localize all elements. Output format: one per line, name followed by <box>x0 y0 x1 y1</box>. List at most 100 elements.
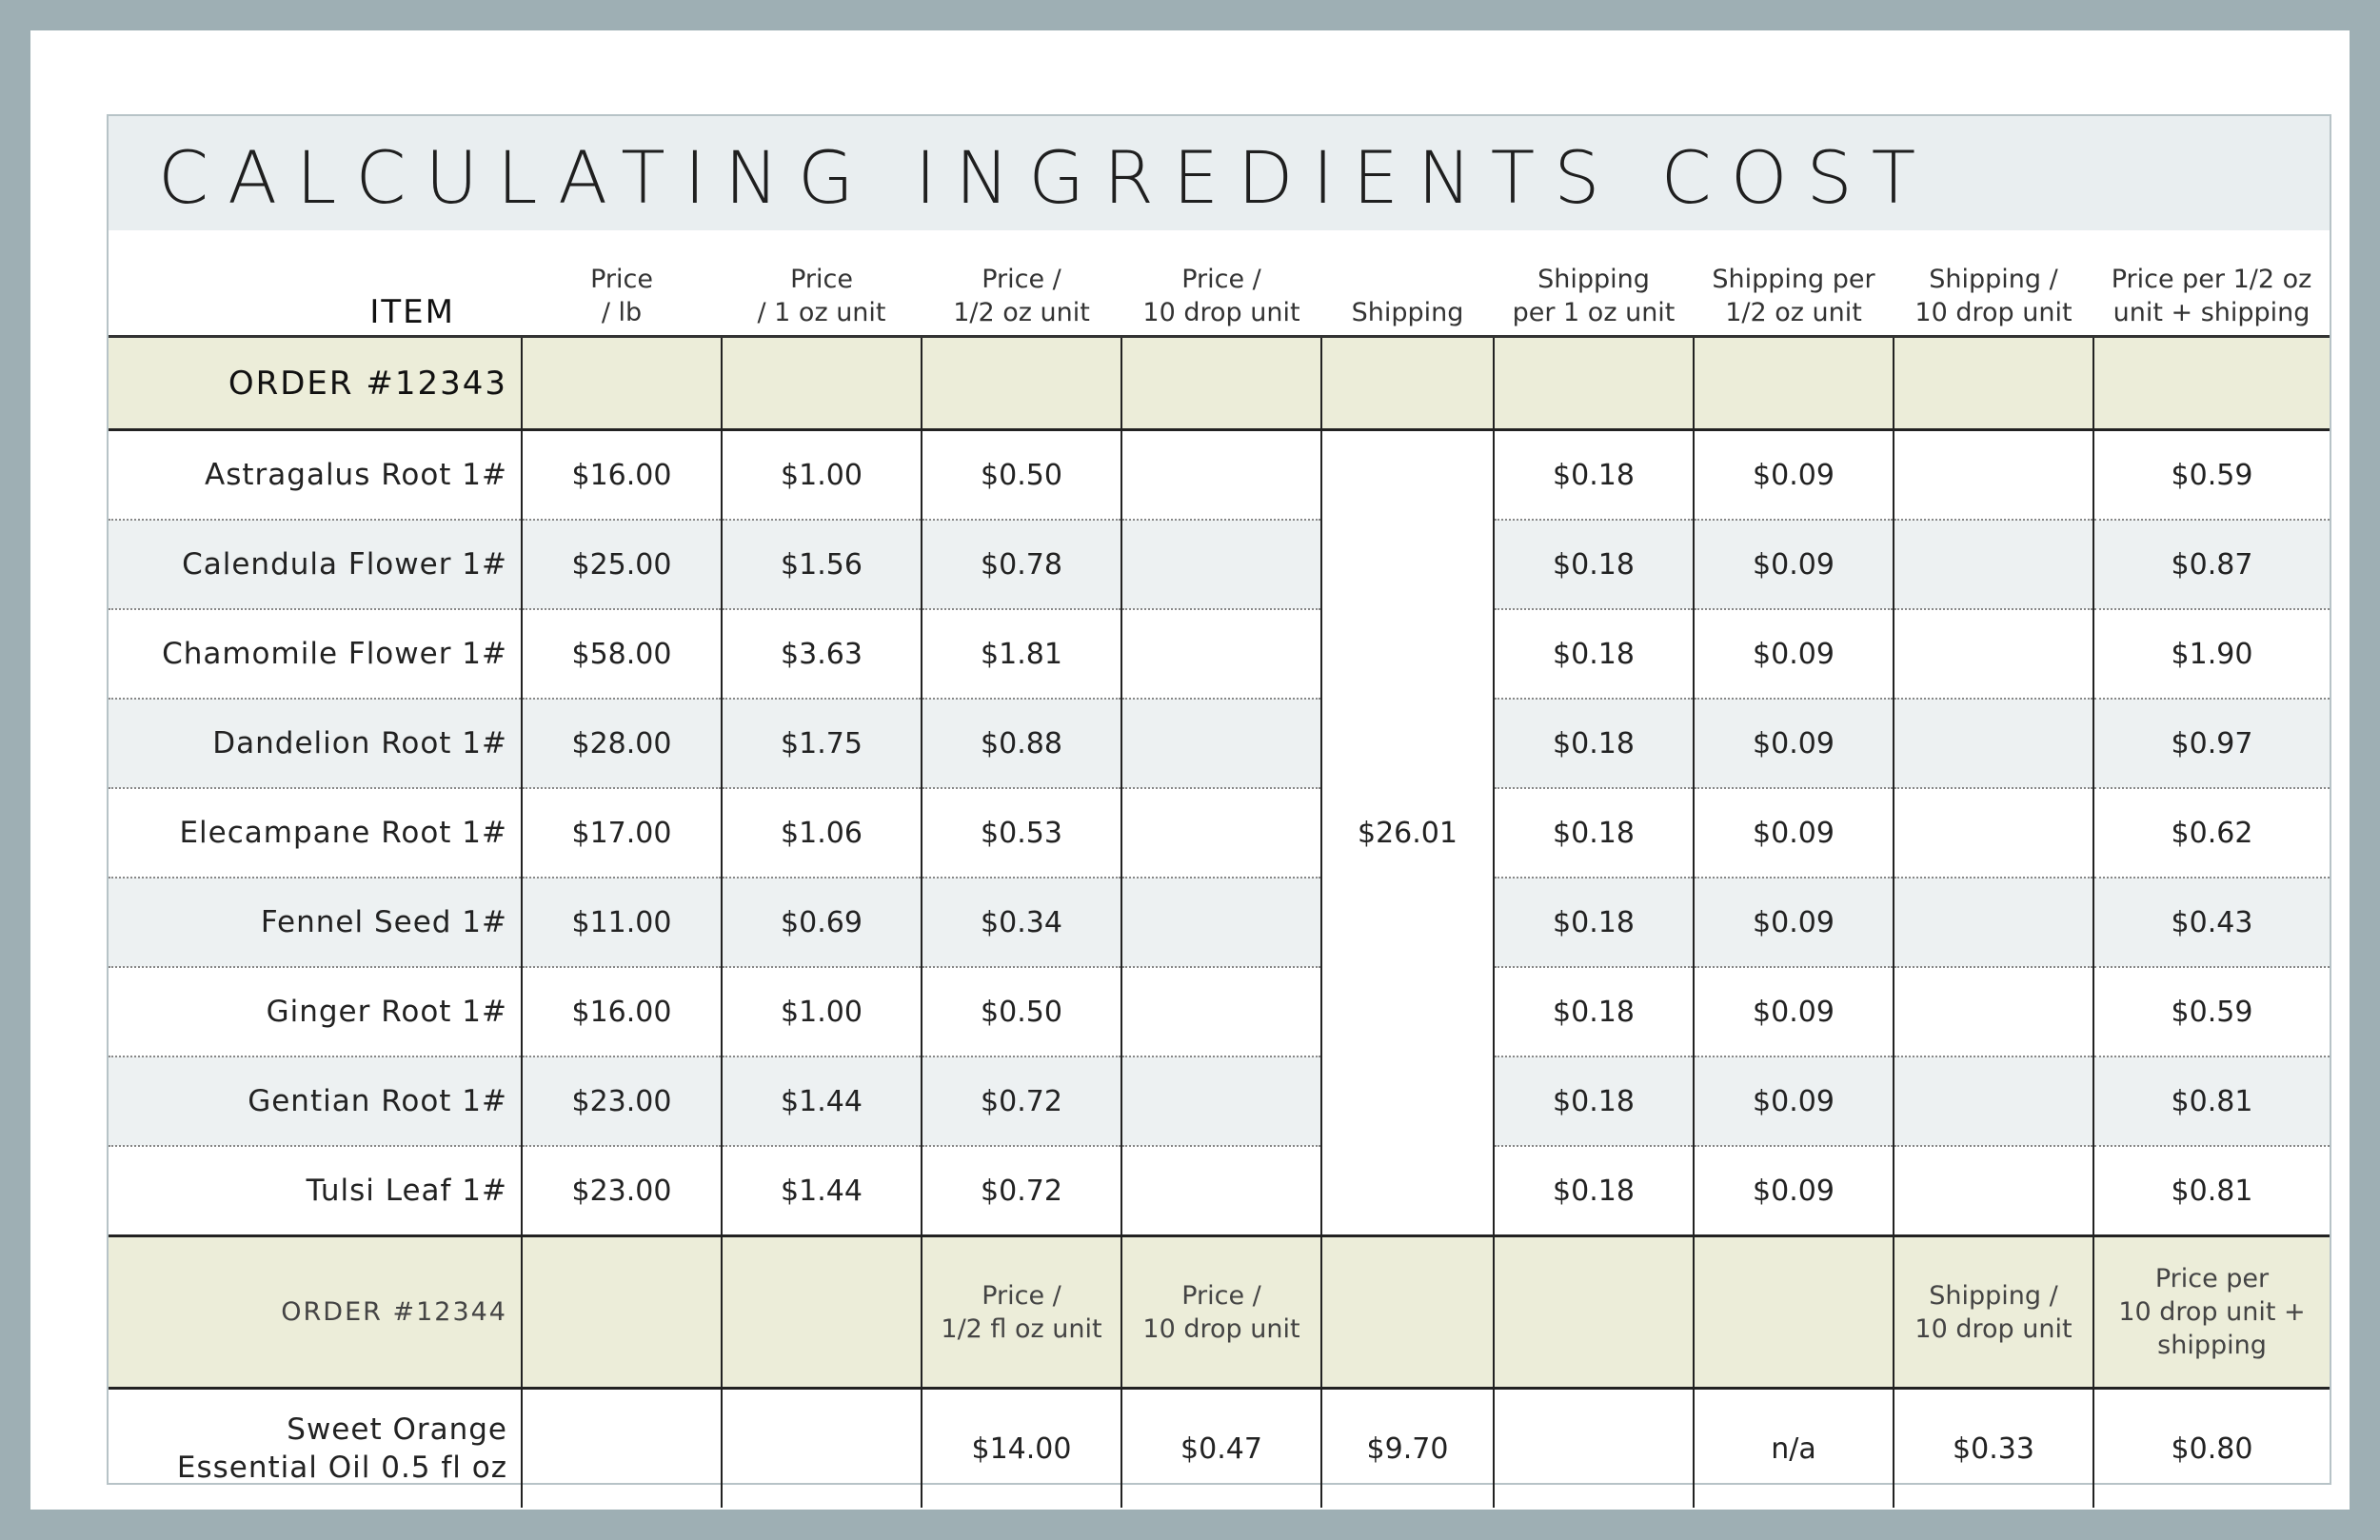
price-oz <box>721 1388 922 1508</box>
column-header-shipping-oz: Shipping per 1 oz unit <box>1494 230 1694 338</box>
price-lb: $11.00 <box>521 878 723 968</box>
price-oz: $1.06 <box>721 788 922 879</box>
page-title: CALCULATING INGREDIENTS COST <box>158 135 1935 220</box>
price-oz: $3.63 <box>721 609 922 700</box>
item-name: Fennel Seed 1# <box>109 878 523 968</box>
column-header-total: Price per 1/2 oz unit + shipping <box>2093 230 2330 338</box>
order-label: ORDER #12343 <box>109 336 523 431</box>
price-10-drop: $0.47 <box>1121 1388 1322 1508</box>
subheader-total-10-drop: Price per 10 drop unit + shipping <box>2092 1235 2330 1390</box>
price-half-oz: $0.34 <box>921 878 1122 968</box>
subheader-price-10-drop: Price /10 drop unit <box>1121 1235 1322 1390</box>
shipping-half-oz: $0.09 <box>1693 1146 1894 1237</box>
item-name: Dandelion Root 1# <box>109 699 523 789</box>
item-name: Tulsi Leaf 1# <box>109 1146 523 1237</box>
price-oz: $1.44 <box>721 1146 922 1237</box>
shipping-10-drop <box>1893 1056 2094 1147</box>
item-name: Elecampane Root 1# <box>109 788 523 879</box>
table-row: Tulsi Leaf 1# $23.00 $1.44 $0.72 $0.18 $… <box>109 1146 2330 1237</box>
total-price: $0.59 <box>2092 429 2330 521</box>
shipping-oz: $0.18 <box>1493 699 1695 789</box>
shipping-oz: $0.18 <box>1493 878 1695 968</box>
shipping-oz: $0.18 <box>1493 1056 1695 1147</box>
price-half-oz: $0.78 <box>921 520 1122 610</box>
table-row: Dandelion Root 1# $28.00 $1.75 $0.88 $0.… <box>109 699 2330 789</box>
price-oz: $1.75 <box>721 699 922 789</box>
shipping-half-oz: $0.09 <box>1693 1056 1894 1147</box>
header-row: ITEM Price / lb Price/ 1 oz unit Price /1… <box>109 230 2330 338</box>
item-name: Calendula Flower 1# <box>109 520 523 610</box>
shipping-oz <box>1493 1388 1695 1508</box>
shipping-half-oz: $0.09 <box>1693 429 1894 521</box>
order-row-12344: ORDER #12344 Price /1/2 fl oz unit Price… <box>109 1235 2330 1390</box>
price-10-drop <box>1121 609 1322 700</box>
price-10-drop <box>1121 520 1322 610</box>
column-header-shipping-10-drop: Shipping /10 drop unit <box>1894 230 2093 338</box>
price-half-oz: $0.53 <box>921 788 1122 879</box>
price-oz: $1.56 <box>721 520 922 610</box>
price-lb: $58.00 <box>521 609 723 700</box>
price-10-drop <box>1121 878 1322 968</box>
price-lb: $25.00 <box>521 520 723 610</box>
shipping-10-drop <box>1893 967 2094 1057</box>
column-header-price-oz: Price/ 1 oz unit <box>722 230 922 338</box>
shipping-oz: $0.18 <box>1493 520 1695 610</box>
price-half-oz: $0.50 <box>921 967 1122 1057</box>
shipping-half-oz: n/a <box>1693 1388 1894 1508</box>
table-row: Calendula Flower 1# $25.00 $1.56 $0.78 $… <box>109 520 2330 610</box>
shipping: $9.70 <box>1320 1388 1495 1508</box>
price-lb: $23.00 <box>521 1056 723 1147</box>
item-name: Gentian Root 1# <box>109 1056 523 1147</box>
price-half-oz: $0.72 <box>921 1146 1122 1237</box>
table-row: Astragalus Root 1# $16.00 $1.00 $0.50 $2… <box>109 429 2330 1237</box>
column-header-shipping-half-oz: Shipping per 1/2 oz unit <box>1694 230 1894 338</box>
shipping-half-oz: $0.09 <box>1693 699 1894 789</box>
price-lb <box>521 1388 723 1508</box>
shipping-total: $26.01 <box>1320 429 1495 1237</box>
price-oz: $1.00 <box>721 429 922 521</box>
price-10-drop <box>1121 788 1322 879</box>
price-lb: $28.00 <box>521 699 723 789</box>
price-10-drop <box>1121 1056 1322 1147</box>
price-half-oz: $0.50 <box>921 429 1122 521</box>
shipping-oz: $0.18 <box>1493 429 1695 521</box>
price-10-drop <box>1121 1146 1322 1237</box>
price-lb: $17.00 <box>521 788 723 879</box>
shipping-half-oz: $0.09 <box>1693 788 1894 879</box>
shipping-half-oz: $0.09 <box>1693 609 1894 700</box>
price-oz: $1.44 <box>721 1056 922 1147</box>
column-header-price-lb: Price / lb <box>522 230 722 338</box>
column-header-price-10-drop: Price /10 drop unit <box>1121 230 1321 338</box>
price-10-drop <box>1121 429 1322 521</box>
table-row: Fennel Seed 1# $11.00 $0.69 $0.34 $0.18 … <box>109 878 2330 968</box>
price-oz: $0.69 <box>721 878 922 968</box>
subheader-price-half-fl-oz: Price /1/2 fl oz unit <box>921 1235 1122 1390</box>
price-10-drop <box>1121 967 1322 1057</box>
total-price: $0.97 <box>2092 699 2330 789</box>
table-row: Elecampane Root 1# $17.00 $1.06 $0.53 $0… <box>109 788 2330 879</box>
price-half-oz: $0.72 <box>921 1056 1122 1147</box>
table-row: Sweet Orange Essential Oil 0.5 fl oz $14.… <box>109 1388 2330 1508</box>
shipping-10-drop <box>1893 520 2094 610</box>
shipping-10-drop <box>1893 1146 2094 1237</box>
table-row: Gentian Root 1# $23.00 $1.44 $0.72 $0.18… <box>109 1056 2330 1147</box>
price-half-oz: $0.88 <box>921 699 1122 789</box>
total-price: $0.59 <box>2092 967 2330 1057</box>
total-price: $0.81 <box>2092 1056 2330 1147</box>
item-name: Ginger Root 1# <box>109 967 523 1057</box>
total-price: $0.80 <box>2092 1388 2330 1508</box>
item-name: Astragalus Root 1# <box>109 429 523 521</box>
page-frame: CALCULATING INGREDIENTS COST ITEM Price /… <box>30 30 2350 1510</box>
column-header-price-half-oz: Price /1/2 oz unit <box>922 230 1121 338</box>
column-header-item: ITEM <box>109 230 522 338</box>
shipping-half-oz: $0.09 <box>1693 878 1894 968</box>
item-name: Chamomile Flower 1# <box>109 609 523 700</box>
shipping-half-oz: $0.09 <box>1693 967 1894 1057</box>
total-price: $0.62 <box>2092 788 2330 879</box>
shipping-10-drop: $0.33 <box>1893 1388 2094 1508</box>
price-10-drop <box>1121 699 1322 789</box>
order-row-12343: ORDER #12343 <box>109 336 2330 431</box>
total-price: $0.43 <box>2092 878 2330 968</box>
shipping-10-drop <box>1893 429 2094 521</box>
ingredients-cost-table: ITEM Price / lb Price/ 1 oz unit Price /1… <box>109 230 2330 1508</box>
